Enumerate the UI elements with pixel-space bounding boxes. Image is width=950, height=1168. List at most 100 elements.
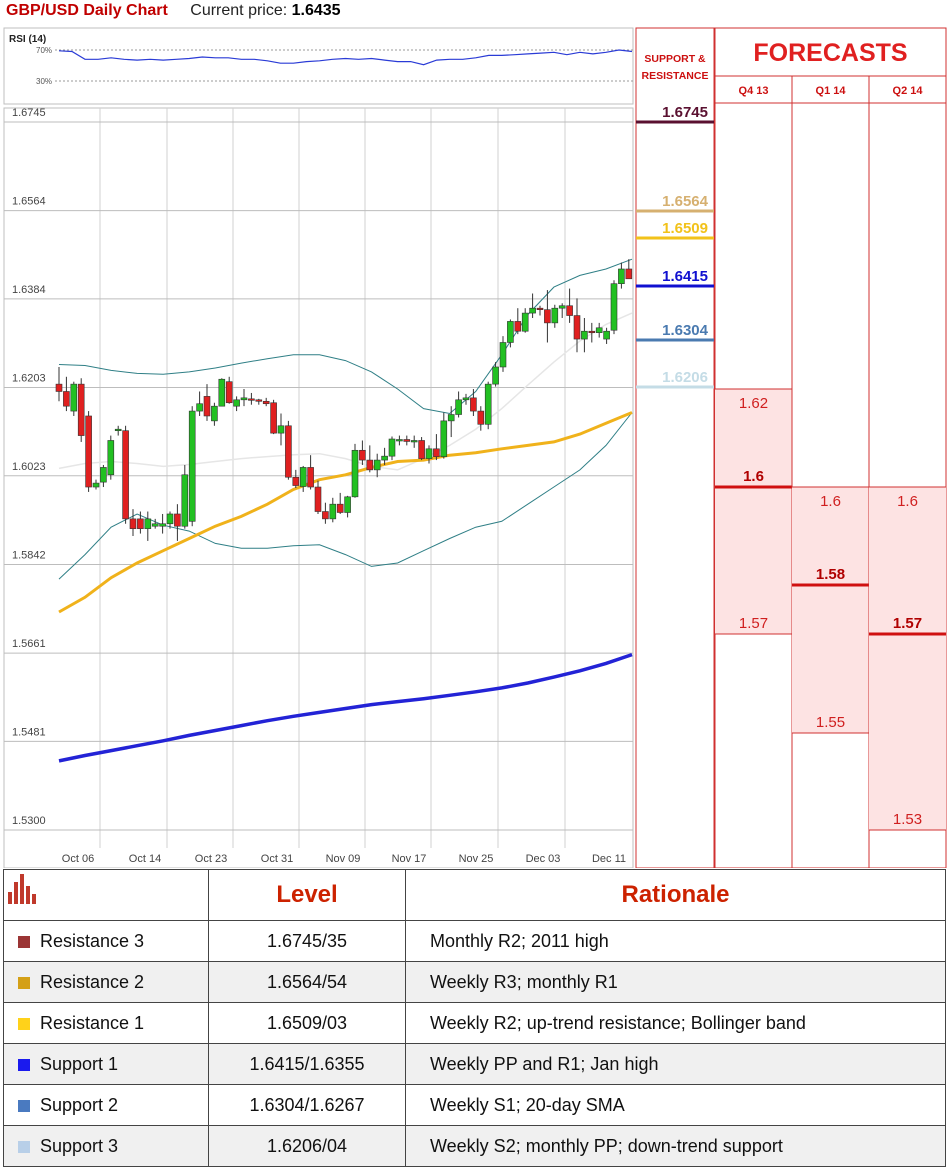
level-name-cell: Support 1	[3, 1043, 209, 1085]
level-color-swatch	[18, 976, 30, 989]
level-name: Support 3	[40, 1135, 119, 1156]
forecast-quarter-label: Q2 14	[893, 85, 924, 97]
level-value-cell: 1.6564/54	[208, 961, 406, 1003]
rationale-cell: Weekly PP and R1; Jan high	[405, 1043, 946, 1085]
candle-bullish	[610, 283, 618, 331]
candle-bullish	[595, 327, 603, 333]
rsi-30-label: 30%	[36, 77, 52, 86]
forecast-high-label: 1.6	[820, 493, 841, 510]
level-value-cell: 1.6509/03	[208, 1002, 406, 1044]
candle-bullish	[603, 330, 610, 340]
table-row: Resistance 3 1.6745/35 Monthly R2; 2011 hi…	[3, 920, 946, 962]
candle-bearish	[433, 448, 440, 457]
x-tick-label: Dec 03	[526, 853, 561, 865]
candle-bullish	[70, 383, 78, 412]
candle-bullish	[351, 449, 359, 498]
bollinger-middle-line	[58, 312, 633, 471]
candle-bearish	[588, 330, 596, 334]
forecast-mid-label: 1.57	[893, 615, 922, 632]
candle-bullish	[492, 366, 499, 385]
candle-bullish	[581, 330, 588, 340]
candle-bullish	[529, 307, 536, 314]
candle-bullish	[440, 420, 448, 457]
sma200-line	[58, 652, 633, 763]
candle-bearish	[314, 486, 322, 512]
candle-bullish	[499, 342, 507, 368]
candle-bullish	[447, 414, 455, 422]
level-value-cell: 1.6206/04	[208, 1125, 406, 1167]
gbpusd-daily-chart: 1.6745 1.6564 1.6384 1.6203 1.6023 1.5842 1.56…	[3, 27, 947, 868]
support-resistance-column	[635, 27, 715, 868]
candle-bullish	[277, 425, 285, 434]
candle-bearish	[262, 400, 270, 405]
level-name: Resistance 1	[40, 1012, 145, 1033]
candle-bearish	[225, 381, 233, 404]
rationale-cell: Weekly R3; monthly R1	[405, 961, 946, 1003]
candle-bullish	[196, 403, 203, 412]
y-tick-label: 1.6384	[12, 284, 46, 296]
candle-bullish	[107, 440, 115, 476]
y-tick-label: 1.6564	[12, 196, 46, 208]
candle-bullish	[92, 482, 100, 488]
candle-bullish	[396, 439, 403, 442]
table-row: Support 2 1.6304/1.6267 Weekly S1; 20-day …	[3, 1084, 946, 1126]
level-name: Support 2	[40, 1094, 119, 1115]
candle-bullish	[618, 268, 625, 284]
candle-bearish	[418, 440, 425, 459]
candle-bullish	[240, 397, 248, 401]
level-name-cell: Support 3	[3, 1125, 209, 1167]
level-value-label: 1.6509	[662, 220, 708, 237]
candle-bullish	[181, 474, 189, 527]
candle-bullish	[551, 307, 559, 324]
x-tick-label: Oct 31	[261, 853, 293, 865]
candle-bullish	[558, 305, 566, 309]
candle-bearish	[470, 397, 477, 412]
forecast-range-band	[869, 487, 946, 830]
level-value-label: 1.6206	[662, 369, 708, 386]
current-price-label: Current price:	[190, 2, 288, 19]
level-name: Resistance 2	[40, 971, 145, 992]
candle-bearish	[174, 513, 181, 527]
candle-bullish	[484, 383, 492, 425]
level-color-swatch	[18, 1058, 30, 1071]
level-value-label: 1.6304	[662, 322, 709, 339]
candle-bullish	[329, 503, 337, 520]
candle-bearish	[292, 476, 300, 486]
candle-bearish	[85, 415, 92, 488]
candle-bullish	[188, 410, 196, 522]
y-tick-label: 1.6745	[12, 107, 46, 119]
level-name-cell: Support 2	[3, 1084, 209, 1126]
level-value-label: 1.6564	[662, 193, 709, 210]
candle-bearish	[336, 503, 344, 513]
level-value-cell: 1.6304/1.6267	[208, 1084, 406, 1126]
level-name-cell: Resistance 3	[3, 920, 209, 962]
chart-title: GBP/USD Daily Chart	[6, 2, 168, 19]
x-tick-label: Oct 06	[62, 853, 94, 865]
forecasts-title: FORECASTS	[753, 39, 907, 67]
level-color-swatch	[18, 1140, 30, 1153]
candle-bullish	[211, 405, 218, 422]
candle-bearish	[285, 425, 292, 478]
level-value-cell: 1.6415/1.6355	[208, 1043, 406, 1085]
candle-bullish	[521, 312, 529, 332]
x-tick-label: Oct 23	[195, 853, 227, 865]
rsi-line	[58, 49, 633, 66]
candle-bullish	[388, 438, 396, 457]
y-tick-label: 1.5300	[12, 815, 46, 827]
level-column-header: Level	[208, 869, 406, 921]
level-name-cell: Resistance 1	[3, 1002, 209, 1044]
candle-bearish	[255, 399, 263, 402]
level-value-cell: 1.6745/35	[208, 920, 406, 962]
rationale-cell: Weekly S1; 20-day SMA	[405, 1084, 946, 1126]
candle-bearish	[573, 315, 581, 340]
forecast-high-label: 1.62	[739, 395, 768, 412]
forecast-low-label: 1.53	[893, 811, 922, 828]
rsi-panel	[3, 27, 634, 105]
candle-bearish	[566, 305, 573, 316]
bollinger-upper-band	[58, 258, 633, 415]
table-row: Support 1 1.6415/1.6355 Weekly PP and R1; …	[3, 1043, 946, 1085]
candle-bearish	[77, 383, 85, 436]
chart-header: GBP/USD Daily Chart Current price: 1.643…	[6, 2, 341, 24]
current-price-value: 1.6435	[291, 2, 341, 19]
candle-bullish	[218, 378, 226, 407]
